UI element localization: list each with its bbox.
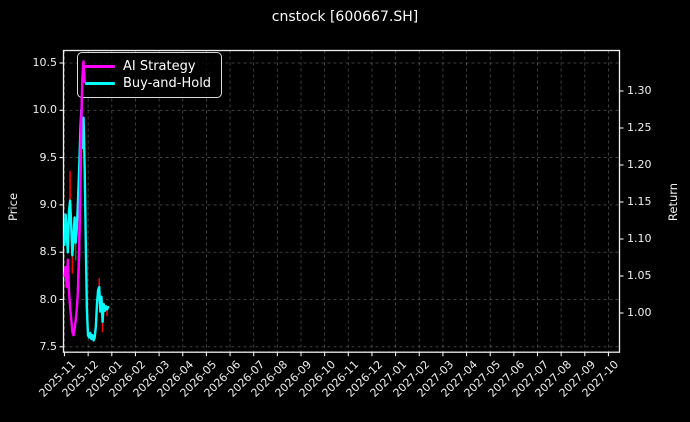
ai-strategy-line-swatch [85, 65, 115, 68]
return-tick-label: 1.05 [627, 269, 652, 282]
price-tick-label: 10.5 [32, 56, 58, 69]
right-axis-label: Return [666, 182, 680, 222]
return-tick-label: 1.30 [627, 84, 652, 97]
legend-row-buy-and-hold: Buy-and-Hold [85, 77, 215, 90]
legend-label-buy-and-hold: Buy-and-Hold [123, 76, 212, 91]
price-tick-label: 10.0 [32, 103, 58, 117]
price-tick-label: 8.0 [39, 292, 58, 306]
return-tick-label: 1.00 [627, 306, 652, 319]
price-tick-label: 8.5 [39, 245, 58, 259]
return-tick-label: 1.20 [627, 158, 652, 171]
legend-label-ai-strategy: AI Strategy [123, 59, 196, 74]
price-tick-label: 7.5 [39, 339, 58, 353]
legend-row-ai-strategy: AI Strategy [85, 60, 215, 73]
chart-title: cnstock [600667.SH] [271, 9, 419, 25]
return-tick-label: 1.10 [627, 232, 652, 245]
return-tick-label: 1.15 [627, 195, 652, 208]
legend: AI Strategy Buy-and-Hold [77, 52, 222, 98]
buy-and-hold-line-swatch [85, 82, 115, 85]
price-tick-label: 9.5 [39, 150, 58, 164]
return-tick-label: 1.25 [627, 121, 652, 134]
price-tick-label: 9.0 [39, 197, 58, 211]
